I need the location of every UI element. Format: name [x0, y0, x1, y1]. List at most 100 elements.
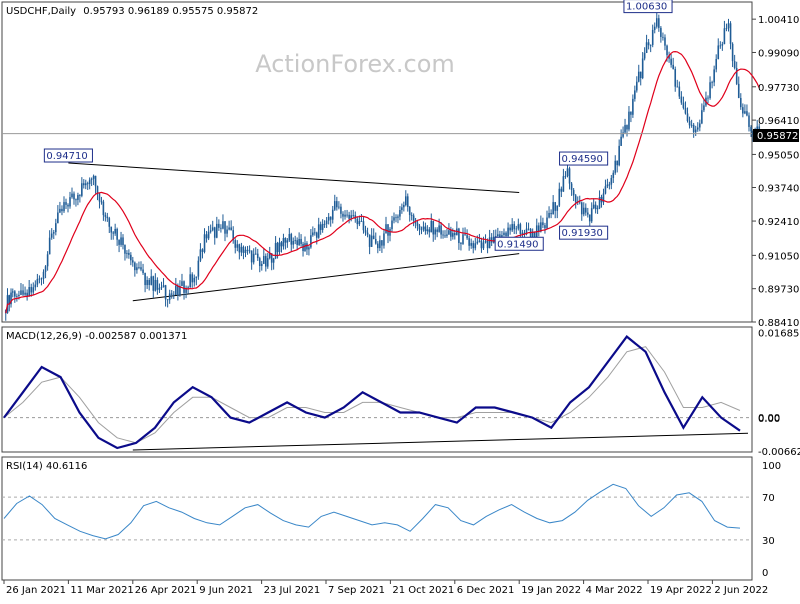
- candle-body: [187, 287, 189, 289]
- candle-body: [63, 202, 65, 212]
- candle-body: [356, 218, 359, 225]
- candle-body: [521, 232, 524, 234]
- candle-body: [258, 258, 261, 267]
- candle: [672, 57, 674, 70]
- date-tick-label: 4 Mar 2022: [586, 585, 643, 596]
- candle: [641, 52, 644, 80]
- candle-body: [727, 23, 730, 29]
- candle: [286, 238, 289, 248]
- candle-body: [582, 207, 585, 215]
- candle-body: [36, 278, 39, 285]
- candle-body: [598, 196, 601, 209]
- candle: [42, 269, 45, 284]
- candle-body: [308, 247, 310, 250]
- candle-body: [207, 231, 210, 239]
- candle: [578, 195, 581, 205]
- candle-body: [242, 246, 245, 253]
- candle: [560, 186, 563, 198]
- candle-body: [20, 290, 22, 295]
- candle: [302, 241, 304, 257]
- candle-body: [71, 193, 73, 198]
- candle: [189, 267, 191, 288]
- candle-body: [432, 220, 435, 235]
- candle: [10, 288, 12, 308]
- candle: [442, 230, 444, 239]
- candle-body: [340, 206, 342, 214]
- candle-body: [560, 188, 563, 192]
- candle-body: [709, 82, 711, 99]
- candle: [494, 229, 497, 238]
- candle: [374, 232, 377, 245]
- candle-body: [568, 168, 571, 184]
- candle: [201, 248, 204, 259]
- candle: [122, 234, 124, 250]
- candle: [694, 125, 697, 137]
- candle-body: [160, 287, 163, 288]
- candle: [628, 106, 630, 132]
- candle: [98, 192, 101, 209]
- candle-body: [282, 238, 285, 247]
- candle-body: [458, 228, 460, 244]
- price-annotations: 0.94710 1.00630 0.94590 0.91490 0.91930: [43, 0, 673, 251]
- annotation-box: [43, 148, 93, 163]
- candle-body: [588, 214, 591, 222]
- candle: [300, 234, 302, 247]
- candle-body: [466, 235, 468, 239]
- candle: [336, 196, 338, 211]
- candle-body: [707, 97, 709, 99]
- candle-body: [69, 197, 71, 207]
- candle: [634, 85, 636, 102]
- candle: [446, 228, 448, 238]
- candle-body: [497, 234, 499, 237]
- candle-body: [531, 232, 534, 239]
- candle-body: [538, 225, 540, 232]
- candle-body: [179, 285, 181, 295]
- candle-body: [756, 126, 758, 132]
- candle-body: [558, 188, 561, 206]
- candle-body: [742, 107, 744, 114]
- candle-body: [40, 278, 43, 280]
- candle: [744, 104, 746, 115]
- candle-body: [158, 287, 161, 290]
- candle-body: [653, 26, 656, 30]
- candle-body: [222, 221, 224, 229]
- current-price-tag: [753, 129, 799, 142]
- candle-body: [393, 217, 395, 221]
- candle-body: [472, 243, 475, 249]
- price-tick-label: 0.93740: [758, 183, 799, 194]
- price-tick-label: 0.96410: [758, 116, 799, 127]
- annotation-label: 0.94710: [46, 151, 87, 162]
- candle-body: [637, 71, 640, 82]
- candles: [4, 12, 761, 321]
- candle: [612, 170, 615, 183]
- candle: [748, 112, 750, 132]
- candle: [144, 272, 146, 293]
- candle-body: [88, 179, 91, 185]
- candle: [325, 217, 328, 228]
- candle-body: [678, 86, 681, 97]
- candle: [108, 216, 111, 234]
- candle: [742, 103, 744, 118]
- candle-body: [748, 115, 750, 127]
- candle: [218, 219, 220, 231]
- candle-body: [278, 242, 281, 253]
- candle-body: [744, 111, 746, 114]
- candle: [729, 21, 732, 50]
- candle-body: [50, 233, 53, 238]
- candle: [294, 235, 296, 245]
- candle: [670, 53, 672, 68]
- candle-body: [592, 204, 595, 209]
- candle: [608, 181, 611, 190]
- candle: [379, 235, 381, 252]
- candle: [406, 193, 409, 212]
- candle: [470, 238, 472, 249]
- candle-body: [108, 218, 111, 227]
- candle: [250, 250, 253, 270]
- candle-body: [218, 223, 220, 228]
- candle: [383, 228, 385, 249]
- candle-body: [254, 253, 257, 255]
- candle: [88, 177, 91, 190]
- candle-body: [643, 52, 646, 59]
- candle: [48, 230, 51, 255]
- candle: [158, 283, 161, 294]
